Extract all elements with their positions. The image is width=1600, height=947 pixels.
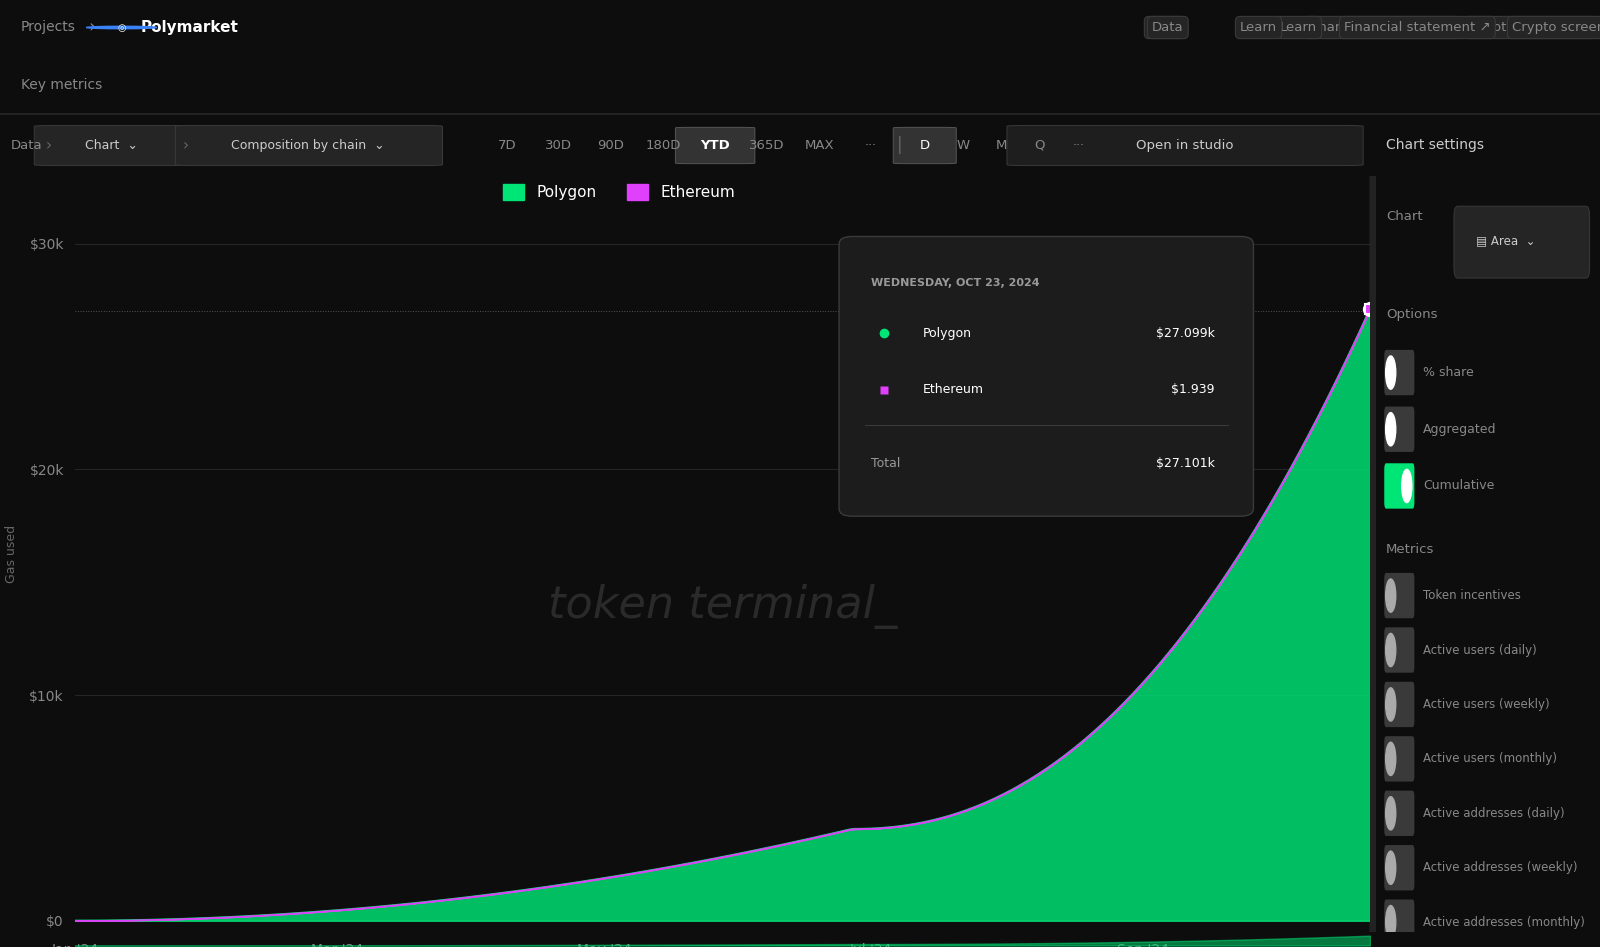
Text: ›: › xyxy=(88,19,96,37)
Text: Q: Q xyxy=(1035,139,1045,152)
Text: Active users (daily): Active users (daily) xyxy=(1422,644,1536,656)
Text: Data: Data xyxy=(1149,21,1181,34)
Text: Metrics: Metrics xyxy=(1386,543,1435,556)
FancyBboxPatch shape xyxy=(34,125,187,166)
FancyBboxPatch shape xyxy=(1006,125,1363,166)
FancyBboxPatch shape xyxy=(1384,682,1414,727)
Text: Crypto screener ↗: Crypto screener ↗ xyxy=(1512,21,1600,34)
Text: Chart  ⌄: Chart ⌄ xyxy=(85,139,138,152)
Circle shape xyxy=(1386,579,1395,612)
Text: Active addresses (monthly): Active addresses (monthly) xyxy=(1422,916,1584,929)
Text: ◎: ◎ xyxy=(117,23,126,32)
Text: WEDNESDAY, OCT 23, 2024: WEDNESDAY, OCT 23, 2024 xyxy=(872,277,1040,288)
Text: Data: Data xyxy=(1152,21,1184,34)
Text: Projects: Projects xyxy=(21,21,75,34)
Text: Polygon: Polygon xyxy=(923,327,973,340)
Bar xyxy=(0,113,1600,115)
Y-axis label: Gas used: Gas used xyxy=(5,525,18,583)
Text: Chart: Chart xyxy=(1386,210,1422,223)
Text: Ethereum: Ethereum xyxy=(923,384,984,397)
FancyBboxPatch shape xyxy=(1384,463,1414,509)
Text: |: | xyxy=(898,136,902,154)
Text: Aggregated: Aggregated xyxy=(1422,422,1496,436)
FancyBboxPatch shape xyxy=(1384,900,1414,945)
Text: Financial statement ↗: Financial statement ↗ xyxy=(1344,21,1491,34)
Text: Financial statement ↗: Financial statement ↗ xyxy=(1309,21,1454,34)
Circle shape xyxy=(1402,470,1411,503)
Text: ›: › xyxy=(182,138,189,153)
FancyBboxPatch shape xyxy=(1384,627,1414,672)
Text: token terminal_: token terminal_ xyxy=(547,584,898,630)
Text: Learn: Learn xyxy=(1280,21,1317,34)
Text: 90D: 90D xyxy=(597,139,624,152)
FancyBboxPatch shape xyxy=(1454,206,1590,278)
Text: Composition by chain  ⌄: Composition by chain ⌄ xyxy=(232,139,386,152)
Legend: Polygon, Ethereum: Polygon, Ethereum xyxy=(502,184,736,201)
Text: Active users (monthly): Active users (monthly) xyxy=(1422,752,1557,765)
Text: YTD: YTD xyxy=(701,139,730,152)
Text: $1.939: $1.939 xyxy=(1171,384,1214,397)
Text: Cumulative: Cumulative xyxy=(1422,479,1494,492)
FancyBboxPatch shape xyxy=(1384,736,1414,781)
Circle shape xyxy=(1386,413,1395,446)
Circle shape xyxy=(1386,851,1395,884)
Text: 7D: 7D xyxy=(498,139,517,152)
Text: 180D: 180D xyxy=(645,139,680,152)
FancyBboxPatch shape xyxy=(1384,845,1414,890)
Text: Data: Data xyxy=(11,139,43,152)
Circle shape xyxy=(1386,796,1395,830)
Text: 30D: 30D xyxy=(546,139,573,152)
Text: MAX: MAX xyxy=(805,139,834,152)
Text: 365D: 365D xyxy=(749,139,786,152)
Text: Key metrics: Key metrics xyxy=(21,78,102,92)
Circle shape xyxy=(1386,905,1395,938)
FancyBboxPatch shape xyxy=(893,127,957,164)
Text: ▤ Area  ⌄: ▤ Area ⌄ xyxy=(1475,234,1536,247)
Text: W: W xyxy=(957,139,970,152)
Bar xyxy=(1370,176,1376,932)
Text: Active addresses (daily): Active addresses (daily) xyxy=(1422,807,1565,820)
FancyBboxPatch shape xyxy=(176,125,443,166)
Text: Total: Total xyxy=(872,456,901,470)
Circle shape xyxy=(86,27,157,28)
FancyBboxPatch shape xyxy=(1384,791,1414,836)
Text: $27.099k: $27.099k xyxy=(1155,327,1214,340)
Text: Crypto screener ↗: Crypto screener ↗ xyxy=(1470,21,1592,34)
Text: Learn: Learn xyxy=(1240,21,1277,34)
FancyBboxPatch shape xyxy=(675,127,755,164)
Text: $27.101k: $27.101k xyxy=(1155,456,1214,470)
Text: ···: ··· xyxy=(1072,139,1085,152)
FancyBboxPatch shape xyxy=(1384,349,1414,395)
FancyBboxPatch shape xyxy=(1384,573,1414,618)
Circle shape xyxy=(1386,634,1395,667)
FancyBboxPatch shape xyxy=(1384,406,1414,452)
Circle shape xyxy=(1386,688,1395,721)
Text: Active addresses (weekly): Active addresses (weekly) xyxy=(1422,861,1578,874)
Text: Polymarket: Polymarket xyxy=(141,20,238,35)
Text: ···: ··· xyxy=(864,139,877,152)
Text: Options: Options xyxy=(1386,309,1437,321)
Text: Chart settings: Chart settings xyxy=(1386,138,1485,152)
Text: Token incentives: Token incentives xyxy=(1422,589,1520,602)
Text: ›: › xyxy=(45,138,51,153)
Text: Open in studio: Open in studio xyxy=(1136,139,1234,152)
Text: Active users (weekly): Active users (weekly) xyxy=(1422,698,1549,711)
Circle shape xyxy=(1386,356,1395,389)
FancyBboxPatch shape xyxy=(838,237,1253,516)
Text: % share: % share xyxy=(1422,366,1474,379)
Text: D: D xyxy=(920,139,930,152)
Text: M: M xyxy=(995,139,1006,152)
Circle shape xyxy=(1386,742,1395,776)
